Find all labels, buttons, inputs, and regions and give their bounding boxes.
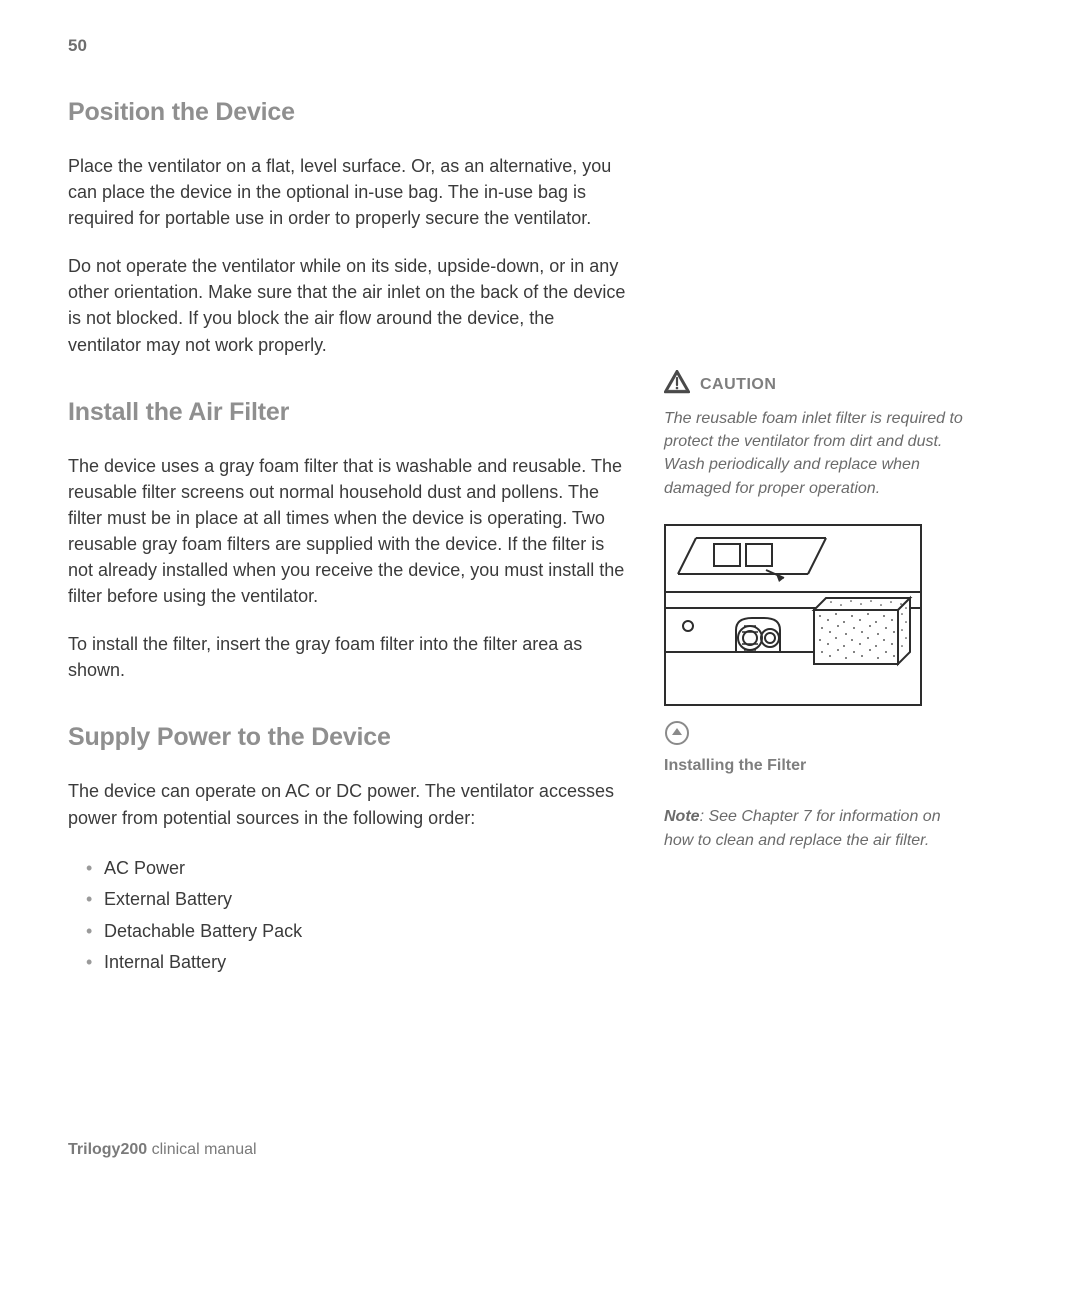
position-paragraph-1: Place the ventilator on a flat, level su…: [68, 153, 630, 231]
figure-caption: Installing the Filter: [664, 757, 964, 775]
main-column: Position the Device Place the ventilator…: [68, 98, 630, 979]
list-item: AC Power: [86, 853, 630, 885]
manual-page: 50 Position the Device Place the ventila…: [0, 0, 1080, 1311]
power-intro: The device can operate on AC or DC power…: [68, 778, 630, 830]
caution-triangle-icon: [664, 370, 690, 399]
note-label: Note: [664, 808, 700, 825]
heading-install: Install the Air Filter: [68, 398, 630, 427]
caution-header: CAUTION: [664, 370, 964, 399]
install-paragraph-2: To install the filter, insert the gray f…: [68, 631, 630, 683]
list-item: Detachable Battery Pack: [86, 916, 630, 948]
callout-up-icon: [664, 720, 964, 751]
list-item: External Battery: [86, 884, 630, 916]
position-paragraph-2: Do not operate the ventilator while on i…: [68, 253, 630, 357]
power-source-list: AC Power External Battery Detachable Bat…: [68, 853, 630, 979]
page-number: 50: [68, 36, 1018, 56]
note-text: Note: See Chapter 7 for information on h…: [664, 805, 964, 853]
caution-text: The reusable foam inlet filter is requir…: [664, 407, 964, 500]
caution-label: CAUTION: [700, 376, 776, 394]
two-column-layout: Position the Device Place the ventilator…: [68, 98, 1018, 979]
heading-power: Supply Power to the Device: [68, 723, 630, 752]
filter-install-figure: [664, 524, 922, 706]
footer: Trilogy200 clinical manual: [68, 1141, 257, 1159]
note-body: : See Chapter 7 for information on how t…: [664, 808, 941, 849]
install-paragraph-1: The device uses a gray foam filter that …: [68, 453, 630, 610]
footer-rest: clinical manual: [147, 1141, 256, 1158]
footer-product: Trilogy200: [68, 1141, 147, 1158]
list-item: Internal Battery: [86, 947, 630, 979]
side-column: CAUTION The reusable foam inlet filter i…: [664, 98, 964, 979]
heading-position: Position the Device: [68, 98, 630, 127]
